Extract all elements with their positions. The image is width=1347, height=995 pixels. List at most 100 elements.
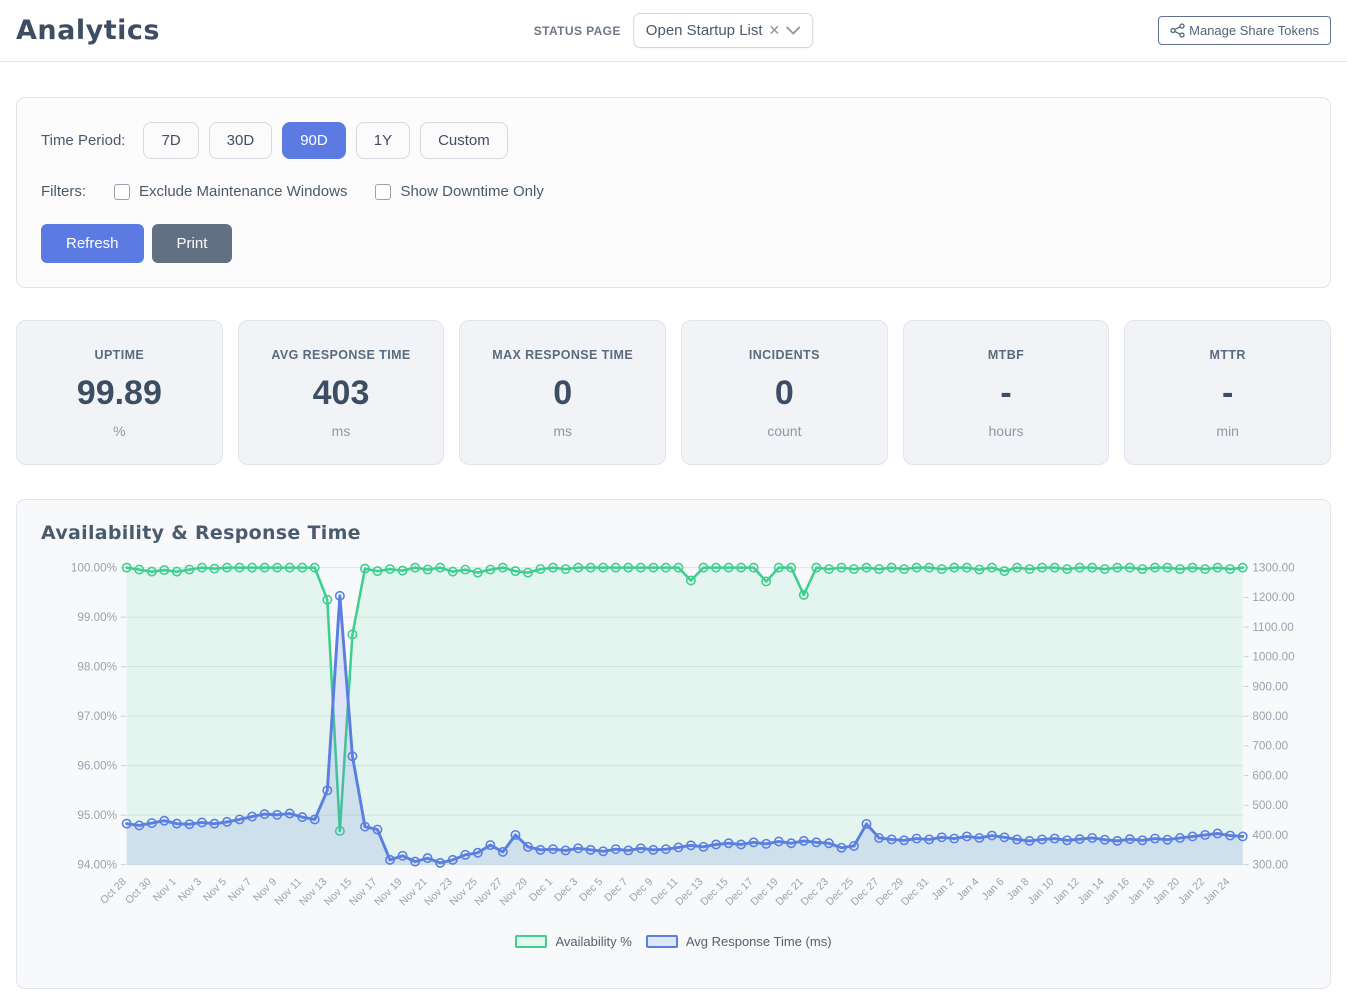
stat-card-incidents: INCIDENTS 0 count <box>681 320 888 465</box>
share-icon <box>1170 23 1185 38</box>
manage-share-tokens-label: Manage Share Tokens <box>1189 23 1319 38</box>
svg-text:Oct 30: Oct 30 <box>123 876 154 907</box>
stat-value: 0 <box>774 374 794 412</box>
svg-text:99.00%: 99.00% <box>77 611 117 624</box>
svg-text:300.00: 300.00 <box>1252 859 1288 872</box>
svg-text:400.00: 400.00 <box>1252 829 1288 842</box>
stat-value: 99.89 <box>76 374 162 412</box>
svg-text:100.00%: 100.00% <box>71 562 117 575</box>
stat-unit: min <box>1216 423 1239 439</box>
svg-text:97.00%: 97.00% <box>77 710 117 723</box>
svg-text:600.00: 600.00 <box>1252 769 1288 782</box>
svg-text:Dec 7: Dec 7 <box>602 876 630 904</box>
exclude-maintenance-label: Exclude Maintenance Windows <box>139 183 348 200</box>
close-icon[interactable]: ✕ <box>768 22 781 38</box>
response-time-swatch-icon <box>645 934 678 948</box>
legend-item-response-time[interactable]: Avg Response Time (ms) <box>645 933 832 949</box>
stat-unit: count <box>767 423 802 439</box>
stat-card-max-response: MAX RESPONSE TIME 0 ms <box>459 320 667 465</box>
checkbox-icon[interactable] <box>375 183 392 200</box>
stat-label: UPTIME <box>94 348 145 362</box>
stat-value: - <box>1000 374 1012 412</box>
svg-text:Jan 24: Jan 24 <box>1201 876 1232 907</box>
availability-swatch-icon <box>515 934 548 948</box>
stat-label: MAX RESPONSE TIME <box>492 348 634 362</box>
period-30d-button[interactable]: 30D <box>208 122 273 159</box>
status-page-selected-value: Open Startup List <box>645 22 763 39</box>
stat-unit: hours <box>988 423 1024 439</box>
svg-text:Jan 18: Jan 18 <box>1126 876 1157 907</box>
legend-label: Avg Response Time (ms) <box>685 933 832 949</box>
period-90d-button[interactable]: 90D <box>282 122 346 159</box>
svg-text:1000.00: 1000.00 <box>1252 651 1295 664</box>
chart-legend: Availability % Avg Response Time (ms) <box>41 934 1306 949</box>
status-page-select[interactable]: Open Startup List ✕ <box>632 13 814 48</box>
print-button[interactable]: Print <box>151 224 233 263</box>
svg-text:800.00: 800.00 <box>1252 710 1288 723</box>
svg-text:Nov 3: Nov 3 <box>176 876 204 904</box>
chart-title: Availability & Response Time <box>41 522 361 544</box>
svg-text:1200.00: 1200.00 <box>1252 591 1295 604</box>
svg-text:Jan 12: Jan 12 <box>1051 876 1082 907</box>
time-period-label: Time Period: <box>41 132 126 149</box>
svg-text:Jan 6: Jan 6 <box>980 876 1007 903</box>
svg-text:Jan 2: Jan 2 <box>929 876 956 903</box>
svg-text:Jan 10: Jan 10 <box>1026 876 1057 907</box>
period-1y-button[interactable]: 1Y <box>355 122 411 159</box>
stat-value: 0 <box>553 374 573 412</box>
svg-text:1100.00: 1100.00 <box>1252 621 1294 634</box>
stat-card-mttr: MTTR - min <box>1124 320 1332 465</box>
stat-label: MTTR <box>1209 348 1246 362</box>
svg-text:Jan 22: Jan 22 <box>1176 876 1207 907</box>
period-7d-button[interactable]: 7D <box>143 122 199 159</box>
controls-panel: Time Period: 7D 30D 90D 1Y Custom Filter… <box>16 97 1331 288</box>
page-title: Analytics <box>16 15 160 46</box>
legend-item-availability[interactable]: Availability % <box>515 933 632 949</box>
svg-text:Jan 14: Jan 14 <box>1076 876 1107 907</box>
svg-text:96.00%: 96.00% <box>77 760 117 773</box>
show-downtime-checkbox[interactable]: Show Downtime Only <box>375 183 544 200</box>
svg-text:Jan 16: Jan 16 <box>1101 876 1132 907</box>
manage-share-tokens-button[interactable]: Manage Share Tokens <box>1158 16 1331 45</box>
stat-unit: ms <box>331 423 351 439</box>
refresh-button[interactable]: Refresh <box>41 224 144 263</box>
chevron-down-icon[interactable] <box>786 26 801 35</box>
svg-text:95.00%: 95.00% <box>77 809 117 822</box>
stat-value: - <box>1222 374 1234 412</box>
stat-value: 403 <box>312 374 370 412</box>
svg-text:900.00: 900.00 <box>1252 680 1288 693</box>
chart-panel: Availability & Response Time 94.00% 95.00… <box>16 499 1331 989</box>
stat-unit: % <box>113 423 126 439</box>
header: Analytics STATUS PAGE Open Startup List … <box>0 0 1347 62</box>
stat-card-uptime: UPTIME 99.89 % <box>16 320 223 465</box>
period-custom-button[interactable]: Custom <box>420 122 508 159</box>
svg-text:Dec 3: Dec 3 <box>552 876 580 904</box>
svg-text:500.00: 500.00 <box>1252 799 1288 812</box>
checkbox-icon[interactable] <box>114 183 130 200</box>
stat-card-mtbf: MTBF - hours <box>902 320 1110 465</box>
availability-response-chart[interactable]: 94.00% 95.00% 96.00% 97.00% 98.00% 99.00% 100.… <box>41 554 1306 932</box>
svg-text:Oct 28: Oct 28 <box>98 876 129 907</box>
chart-canvas[interactable]: 94.00% 95.00% 96.00% 97.00% 98.00% 99.00% 100.… <box>41 554 1306 932</box>
svg-text:700.00: 700.00 <box>1252 740 1288 753</box>
svg-text:94.00%: 94.00% <box>77 859 117 872</box>
svg-text:Jan 20: Jan 20 <box>1151 876 1182 907</box>
stat-label: AVG RESPONSE TIME <box>271 348 411 362</box>
svg-text:Nov 1: Nov 1 <box>151 876 179 904</box>
filters-label: Filters: <box>41 183 86 200</box>
stat-unit: ms <box>553 423 573 439</box>
stat-card-avg-response: AVG RESPONSE TIME 403 ms <box>237 320 445 465</box>
stats-row: UPTIME 99.89 % AVG RESPONSE TIME 403 ms … <box>16 320 1332 465</box>
svg-text:98.00%: 98.00% <box>77 661 117 674</box>
stat-label: MTBF <box>987 348 1025 362</box>
svg-text:Dec 1: Dec 1 <box>527 876 555 904</box>
svg-text:Nov 7: Nov 7 <box>226 876 254 904</box>
status-page-label: STATUS PAGE <box>533 23 621 38</box>
svg-text:Dec 31: Dec 31 <box>899 876 931 908</box>
exclude-maintenance-checkbox[interactable]: Exclude Maintenance Windows <box>114 183 347 200</box>
legend-label: Availability % <box>555 933 632 949</box>
svg-text:Nov 5: Nov 5 <box>201 876 229 904</box>
svg-text:Jan 4: Jan 4 <box>954 876 981 903</box>
svg-text:Dec 5: Dec 5 <box>577 876 605 904</box>
svg-text:1300.00: 1300.00 <box>1252 562 1295 575</box>
